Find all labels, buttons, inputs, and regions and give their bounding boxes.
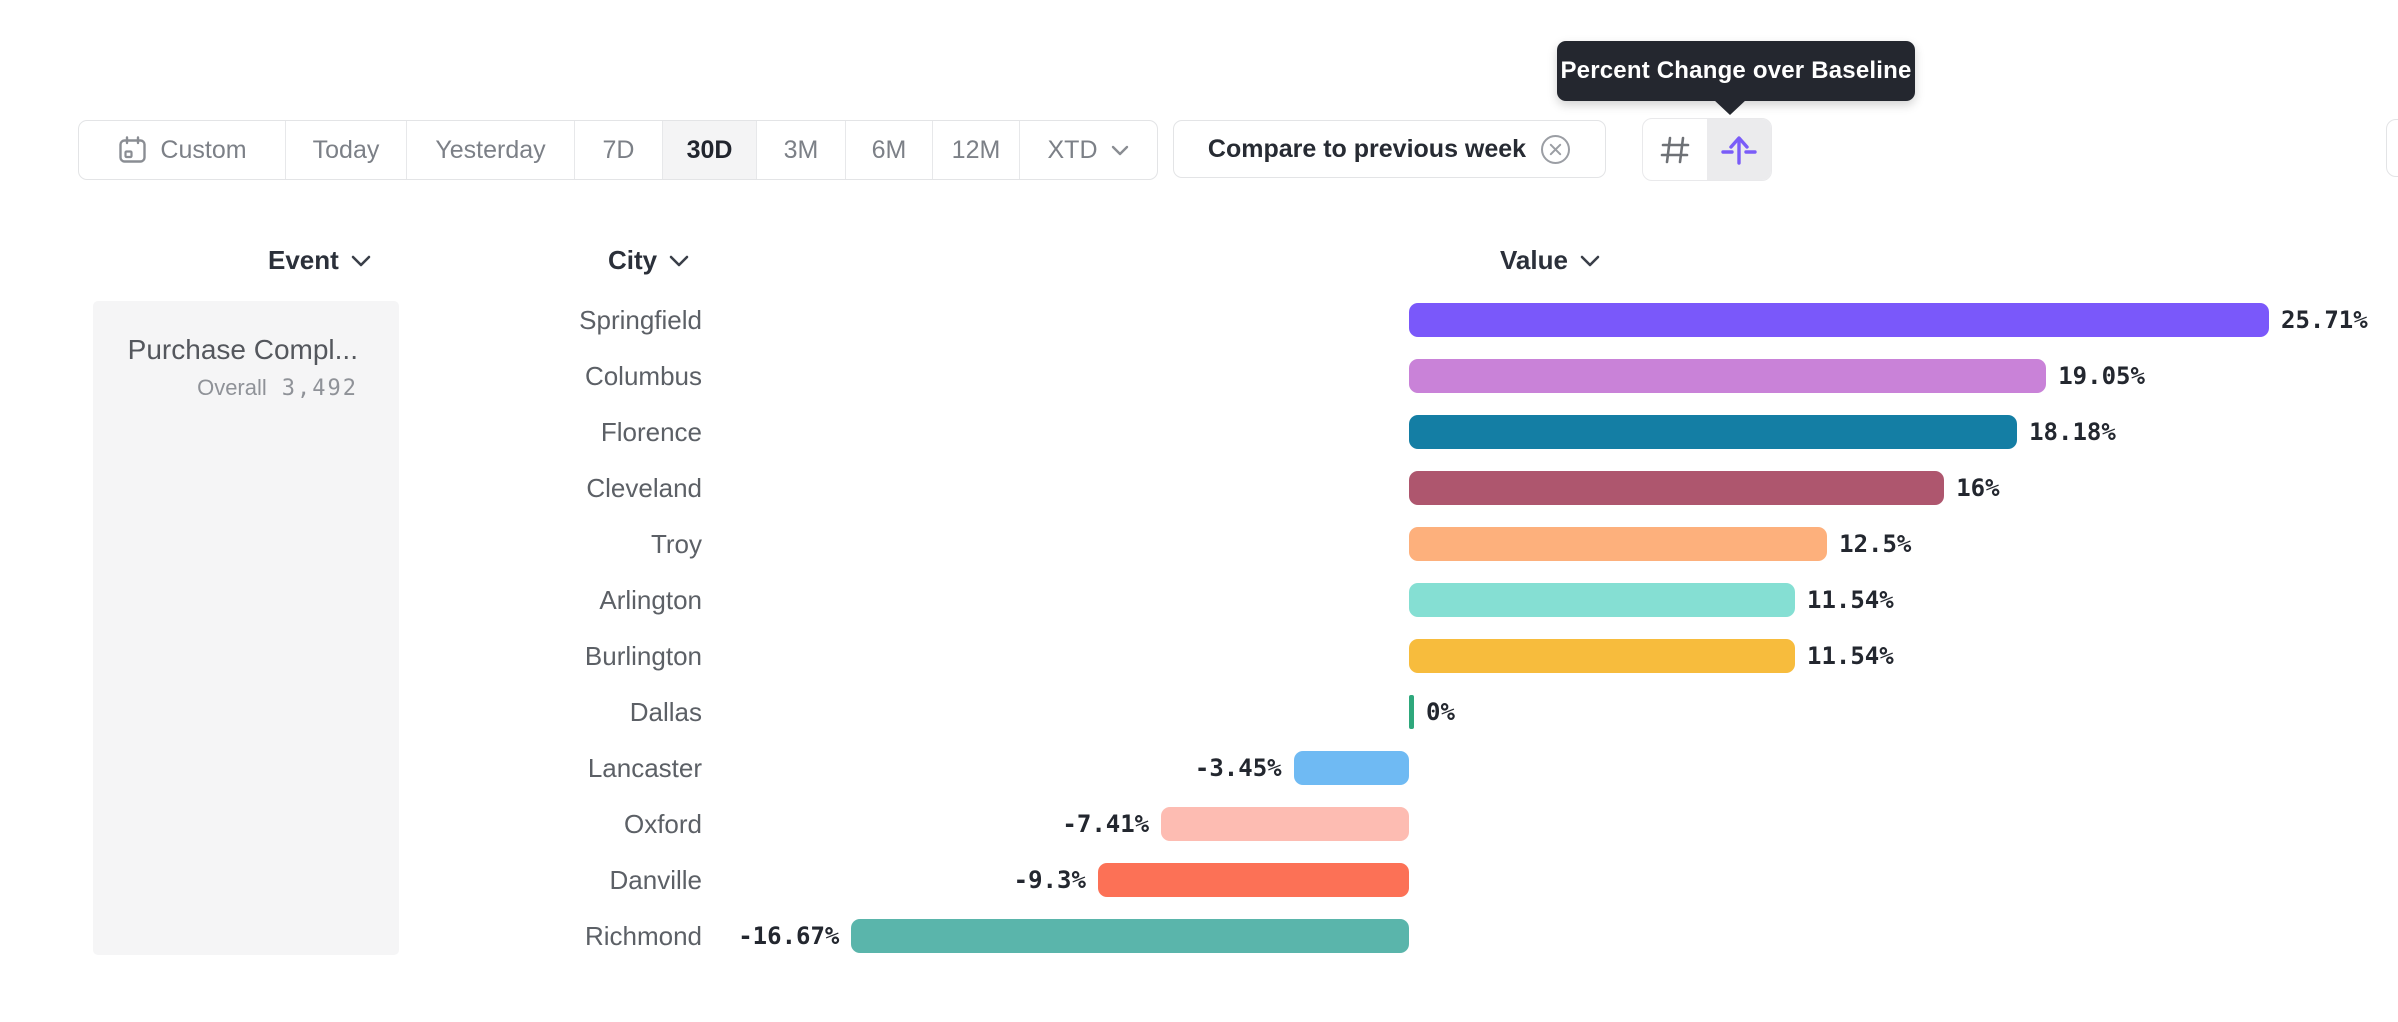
city-label: Columbus [584, 361, 702, 391]
city-label: Cleveland [586, 473, 702, 503]
value-label: 0% [1426, 698, 1455, 726]
x-circle-icon[interactable] [1540, 134, 1571, 165]
percent-change-baseline-toggle[interactable] [1707, 119, 1771, 180]
date-range-label: Today [312, 135, 380, 164]
chevron-down-icon [351, 255, 371, 266]
bar-dallas[interactable] [1409, 695, 1414, 729]
chevron-down-icon [669, 255, 689, 266]
date-range-12m[interactable]: 12M [932, 121, 1019, 179]
date-range-label: XTD [1047, 135, 1098, 164]
value-label: -7.41% [1062, 810, 1150, 838]
column-header-event[interactable]: Event [268, 245, 372, 276]
bar-arlington[interactable] [1409, 583, 1795, 617]
absolute-values-toggle[interactable] [1643, 119, 1707, 180]
column-header-city[interactable]: City [608, 245, 690, 276]
city-label: Springfield [579, 305, 702, 335]
bar-springfield[interactable] [1409, 303, 2269, 337]
value-label: 25.71% [2281, 306, 2368, 334]
value-label: 11.54% [1807, 642, 1894, 670]
date-range-7d[interactable]: 7D [574, 121, 662, 179]
event-panel[interactable]: Purchase Compl... Overall 3,492 [93, 301, 399, 955]
tooltip-text: Percent Change over Baseline [1560, 57, 1912, 84]
bar-columbus[interactable] [1409, 359, 2047, 393]
date-range-label: 30D [686, 135, 733, 164]
value-label: 12.5% [1839, 530, 1912, 558]
tooltip: Percent Change over Baseline [1557, 41, 1915, 101]
date-range-custom[interactable]: Custom [79, 121, 285, 179]
value-label: 19.05% [2058, 362, 2145, 390]
bar-troy[interactable] [1409, 527, 1828, 561]
value-label: -3.45% [1194, 754, 1282, 782]
bar-florence[interactable] [1409, 415, 2018, 449]
date-range-today[interactable]: Today [285, 121, 406, 179]
tooltip-arrow [1713, 99, 1747, 115]
compare-button[interactable]: Compare to previous week [1173, 120, 1606, 178]
calendar-icon [119, 135, 147, 163]
date-range-label: 6M [871, 135, 907, 164]
value-header-label: Value [1500, 245, 1568, 275]
city-label: Richmond [584, 921, 702, 951]
bar-burlington[interactable] [1409, 639, 1795, 673]
overall-value: 3,492 [281, 376, 358, 401]
bar-danville[interactable] [1097, 863, 1409, 897]
city-label: Troy [650, 529, 702, 559]
city-label: Lancaster [587, 753, 702, 783]
bar-richmond[interactable] [851, 919, 1409, 953]
city-label: Arlington [599, 585, 702, 615]
date-range-toolbar: Custom Today Yesterday 7D 30D 3M 6M 12M XTD [78, 120, 1158, 180]
city-label: Florence [600, 417, 702, 447]
city-label: Danville [609, 865, 703, 895]
view-toggle [1642, 118, 1772, 181]
date-range-label: 7D [602, 135, 635, 164]
date-range-3m[interactable]: 3M [756, 121, 845, 179]
baseline-arrow-icon [1721, 135, 1757, 165]
bar-oxford[interactable] [1161, 807, 1409, 841]
date-range-label: Yesterday [435, 135, 546, 164]
date-range-yesterday[interactable]: Yesterday [406, 121, 574, 179]
event-header-label: Event [268, 245, 339, 275]
city-label: Dallas [629, 697, 702, 727]
hash-icon [1660, 136, 1690, 163]
date-range-label: 3M [783, 135, 819, 164]
clipped-edge-button[interactable] [2386, 119, 2398, 177]
bar-cleveland[interactable] [1409, 471, 1945, 505]
value-label: 18.18% [2029, 418, 2116, 446]
event-name: Purchase Compl... [127, 334, 358, 365]
chevron-down-icon [1580, 255, 1600, 266]
date-range-label: 12M [951, 135, 1001, 164]
city-label: Burlington [584, 641, 702, 671]
overall-label: Overall [197, 375, 267, 400]
value-label: -16.67% [738, 922, 840, 950]
city-label: Oxford [623, 809, 702, 839]
compare-label: Compare to previous week [1207, 134, 1527, 163]
date-range-6m[interactable]: 6M [845, 121, 932, 179]
value-label: 11.54% [1807, 586, 1894, 614]
value-label: -9.3% [1013, 866, 1086, 894]
city-header-label: City [608, 245, 658, 275]
value-label: 16% [1956, 474, 2000, 502]
bar-lancaster[interactable] [1293, 751, 1409, 785]
date-range-label: Custom [160, 135, 247, 164]
date-range-30d[interactable]: 30D [662, 121, 756, 179]
chevron-down-icon [1111, 145, 1128, 155]
date-range-xtd[interactable]: XTD [1019, 121, 1157, 179]
column-header-value[interactable]: Value [1500, 245, 1601, 276]
event-overall-row: Overall 3,492 [197, 375, 358, 401]
